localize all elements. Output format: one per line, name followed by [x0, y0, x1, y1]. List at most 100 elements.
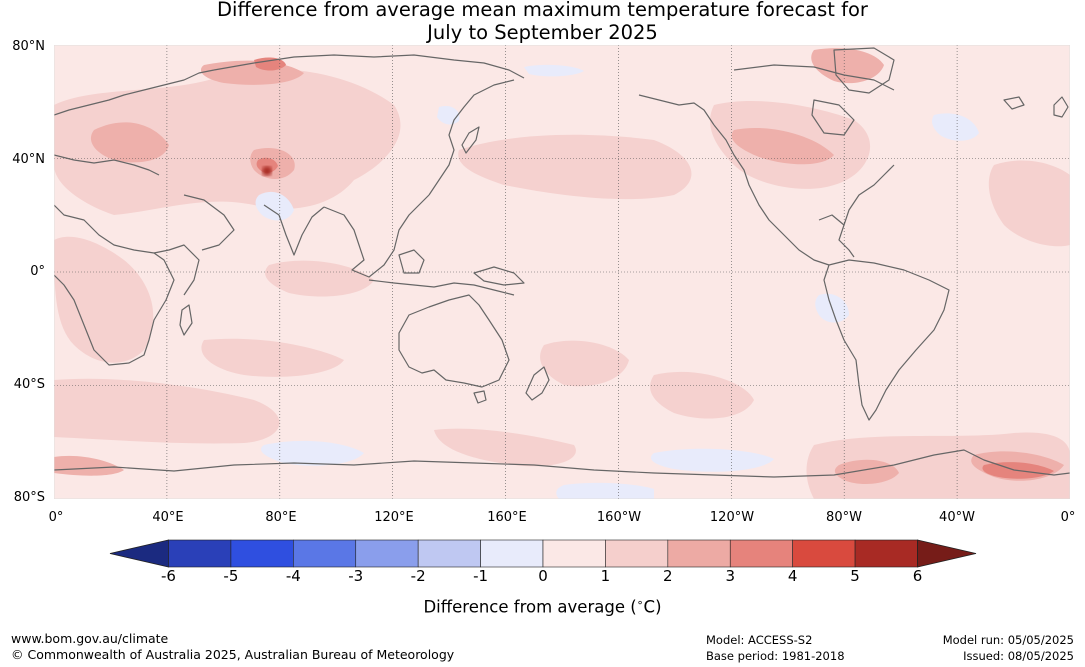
anomaly-peak-himalaya: [262, 166, 272, 176]
colorbar-extend-high: [917, 539, 977, 568]
colorbar-segment: [230, 539, 294, 568]
anomaly-region-arabia-cool: [255, 191, 294, 221]
anomaly-region-south-pacific: [540, 340, 629, 387]
colorbar-tick-label: 1: [600, 567, 611, 585]
anomaly-region-atlantic: [988, 160, 1070, 247]
coastline-tasmania: [473, 390, 487, 404]
anomaly-region-north-pacific: [458, 134, 692, 200]
anomaly-region-antarctic-cool-1: [260, 440, 364, 466]
anomaly-region-eurasia: [54, 69, 401, 216]
colorbar-label-text: Difference from average (: [423, 597, 637, 617]
colorbar-tick-label: -2: [410, 567, 426, 585]
lon-label-40e: 40°E: [152, 510, 184, 525]
coastline-indonesia: [368, 279, 515, 296]
colorbar-tick-label: 0: [538, 567, 548, 585]
lon-label-120e: 120°E: [374, 510, 414, 525]
anomaly-region-scandinavia: [254, 57, 286, 71]
colorbar-label: Difference from average (∘C): [0, 596, 1085, 617]
colorbar-segment: [293, 539, 357, 568]
colorbar-segment: [355, 539, 419, 568]
anomaly-shading-1-2: [54, 69, 1070, 499]
coastline-europe: [54, 69, 215, 116]
coastline-greenland: [833, 47, 895, 94]
coastline-arctic-islands: [733, 64, 895, 91]
footer-website: www.bom.gov.au/climate: [11, 631, 169, 646]
colorbar-tick-label: -6: [161, 567, 176, 585]
coastline-africa-east: [153, 244, 200, 296]
anomaly-region-antarctic-cool-2: [650, 448, 774, 472]
anomaly-region-southern-ocean-east: [650, 371, 754, 419]
coastline-new-zealand: [525, 366, 550, 401]
lon-label-40w: 40°W: [939, 510, 975, 525]
colorbar-tick-label: 6: [912, 567, 923, 585]
colorbar-segment: [542, 539, 606, 568]
anomaly-region-south-atlantic: [834, 459, 899, 485]
coastline-north-america-east: [838, 164, 895, 258]
anomaly-region-atlantic-cool: [932, 113, 979, 141]
colorbar-extend-low: [109, 539, 169, 568]
colorbar-tick-label: -3: [348, 567, 364, 585]
lon-label-160e: 160°E: [487, 510, 527, 525]
anomaly-region-western-us: [731, 127, 834, 165]
anomaly-shading-neg-1-0: [255, 64, 979, 499]
coastline-north-asia: [213, 54, 525, 79]
map-title-line1: Difference from average mean maximum tem…: [217, 0, 868, 21]
coastline-madagascar: [179, 304, 193, 336]
anomaly-region-africa-sahara: [54, 236, 154, 363]
coastline-east-asia: [428, 79, 515, 196]
anomaly-region-greenland: [811, 48, 884, 84]
anomaly-region-south-indian: [201, 338, 344, 377]
lat-label-40n: 40°N: [12, 152, 45, 167]
coastline-borneo: [398, 249, 425, 274]
coastline-uk: [1053, 96, 1069, 118]
colorbar-tick-label: 2: [663, 567, 673, 585]
coastlines: [54, 47, 1070, 478]
footer-model: Model: ACCESS-S2: [706, 633, 813, 647]
coastline-gulf-of-mexico: [818, 214, 845, 226]
colorbar-segment: [417, 539, 481, 568]
colorbar-tick-label: -4: [285, 567, 301, 585]
colorbar-segment: [480, 539, 544, 568]
colorbar-tick-label: 3: [725, 567, 736, 585]
coastline-mediterranean: [54, 154, 160, 176]
map-title-line2: July to September 2025: [427, 21, 658, 44]
graticule: [54, 45, 1070, 499]
colorbar-tick-label: 4: [787, 567, 798, 585]
coastline-australia: [398, 294, 510, 388]
colorbar-tick-label: -5: [223, 567, 239, 585]
colorbar-segment: [854, 539, 918, 568]
colorbar-segment: [792, 539, 856, 568]
colorbar-segment: [605, 539, 669, 568]
lat-label-40s: 40°S: [13, 377, 45, 392]
colorbar-segment: [667, 539, 731, 568]
colorbar-label-unit: C): [643, 597, 662, 617]
lat-label-80n: 80°N: [12, 39, 45, 54]
lon-label-160w: 160°W: [596, 510, 642, 525]
lat-label-80s: 80°S: [13, 490, 45, 505]
forecast-map: [54, 45, 1070, 499]
coastline-iceland: [1003, 96, 1025, 110]
anomaly-region-indian-ocean: [265, 260, 374, 297]
footer-base-period: Base period: 1981-2018: [706, 649, 845, 663]
coastline-arabia: [183, 194, 235, 251]
lon-label-80w: 80°W: [826, 510, 862, 525]
coastline-southeast-asia: [323, 194, 430, 278]
anomaly-region-antarctic-coast-cool: [556, 482, 654, 499]
lon-label-0-left: 0°: [48, 510, 64, 525]
coastline-india: [263, 204, 325, 256]
coastline-africa-west: [54, 204, 175, 366]
colorbar-segment: [168, 539, 232, 568]
coastline-japan: [461, 126, 480, 154]
colorbar-segment: [729, 539, 793, 568]
anomaly-region-west-africa-coast: [54, 455, 124, 476]
coastline-antarctica: [54, 449, 1070, 478]
anomaly-region-himalaya-hotspot: [256, 157, 278, 173]
footer-model-run: Model run: 05/05/2025: [942, 633, 1074, 647]
colorbar-tick-label: 5: [850, 567, 860, 585]
lat-label-0: 0°: [30, 264, 45, 279]
lon-label-80e: 80°E: [265, 510, 297, 525]
lon-label-120w: 120°W: [709, 510, 755, 525]
colorbar-label-degree-symbol: ∘: [636, 596, 644, 609]
anomaly-region-pacific-band: [434, 428, 576, 467]
footer-issued: Issued: 08/05/2025: [963, 649, 1074, 663]
